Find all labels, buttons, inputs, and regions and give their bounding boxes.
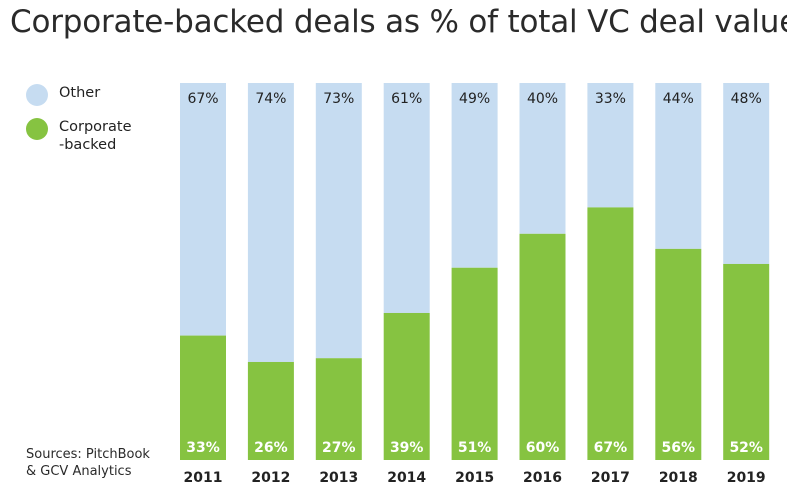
bar-group-2018: 44% 56% 2018 — [655, 83, 702, 486]
label-corporate-backed-2018: 56% — [662, 440, 696, 456]
label-other-2017: 33% — [595, 91, 626, 107]
legend-label-line-1: Corporate — [59, 119, 132, 135]
label-corporate-backed-2011: 33% — [186, 440, 220, 456]
legend-label-other: Other — [59, 85, 101, 101]
label-other-2018: 44% — [663, 91, 694, 107]
x-tick-label-2018: 2018 — [659, 470, 698, 486]
x-tick-label-2011: 2011 — [184, 470, 223, 486]
sources-note: Sources: PitchBook & GCV Analytics — [26, 446, 176, 480]
bar-other-2011 — [180, 83, 226, 336]
bar-other-2014 — [383, 83, 430, 313]
bar-other-2016 — [519, 83, 566, 234]
bar-corporate-backed-2017 — [587, 207, 634, 460]
label-corporate-backed-2012: 26% — [254, 440, 288, 456]
label-corporate-backed-2017: 67% — [594, 440, 628, 456]
bar-group-2014: 61% 39% 2014 — [383, 83, 430, 486]
label-corporate-backed-2014: 39% — [390, 440, 424, 456]
legend-item-other: Other — [26, 84, 166, 114]
bar-other-2012 — [247, 83, 294, 362]
bar-group-2017: 33% 67% 2017 — [587, 83, 634, 486]
label-other-2012: 74% — [255, 91, 286, 107]
chart-title: Corporate-backed deals as % of total VC … — [10, 4, 787, 40]
bar-group-2011: 67% 33% 2011 — [180, 83, 226, 486]
bar-corporate-backed-2016 — [519, 233, 566, 460]
label-other-2019: 48% — [731, 91, 762, 107]
bar-group-2012: 74% 26% 2012 — [247, 83, 294, 486]
sources-line-2: & GCV Analytics — [26, 464, 132, 479]
bar-corporate-backed-2018 — [655, 248, 702, 460]
bar-corporate-backed-2013 — [315, 358, 362, 460]
x-tick-label-2012: 2012 — [251, 470, 290, 486]
label-corporate-backed-2015: 51% — [458, 440, 492, 456]
bar-corporate-backed-2019 — [723, 263, 770, 460]
x-tick-label-2019: 2019 — [727, 470, 766, 486]
bar-corporate-backed-2012 — [247, 361, 294, 460]
bar-other-2017 — [587, 83, 634, 208]
x-tick-label-2016: 2016 — [523, 470, 562, 486]
legend-swatch-corporate-backed — [26, 118, 48, 140]
label-corporate-backed-2013: 27% — [322, 440, 356, 456]
legend: Other Corporate -backed — [26, 84, 166, 166]
bar-other-2018 — [655, 83, 702, 249]
bar-group-2016: 40% 60% 2016 — [519, 83, 566, 486]
x-tick-label-2017: 2017 — [591, 470, 630, 486]
legend-label-corporate-backed: Corporate -backed — [59, 118, 159, 154]
bar-group-2015: 49% 51% 2015 — [451, 83, 498, 486]
label-corporate-backed-2019: 52% — [729, 440, 763, 456]
bar-group-2019: 48% 52% 2019 — [723, 83, 770, 486]
label-other-2011: 67% — [187, 91, 218, 107]
bar-corporate-backed-2014 — [383, 312, 430, 460]
legend-label-line-2: -backed — [59, 137, 117, 153]
bar-corporate-backed-2011 — [180, 335, 226, 460]
label-corporate-backed-2016: 60% — [526, 440, 560, 456]
legend-item-corporate-backed: Corporate -backed — [26, 118, 166, 162]
bar-other-2013 — [315, 83, 362, 359]
bar-other-2015 — [451, 83, 498, 268]
label-other-2016: 40% — [527, 91, 558, 107]
legend-swatch-other — [26, 84, 48, 106]
bar-other-2019 — [723, 83, 770, 264]
x-tick-label-2013: 2013 — [319, 470, 358, 486]
x-tick-label-2015: 2015 — [455, 470, 494, 486]
label-other-2014: 61% — [391, 91, 422, 107]
label-other-2015: 49% — [459, 91, 490, 107]
label-other-2013: 73% — [323, 91, 354, 107]
bar-group-2013: 73% 27% 2013 — [315, 83, 362, 486]
x-tick-label-2014: 2014 — [387, 470, 426, 486]
bar-corporate-backed-2015 — [451, 267, 498, 460]
sources-line-1: Sources: PitchBook — [26, 447, 150, 462]
